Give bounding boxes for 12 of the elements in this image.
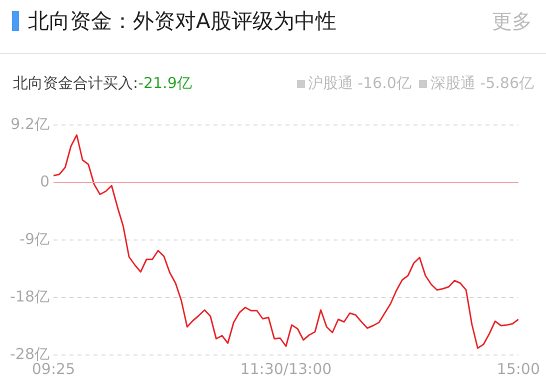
chart-title: 北向资金：外资对A股评级为中性	[28, 8, 336, 35]
chart-subtitle: 北向资金合计买入:	[13, 74, 138, 92]
y-tick-label: 9.2亿	[10, 114, 50, 133]
text: 沪股通 -16.0亿	[308, 74, 412, 93]
text: 更多	[492, 8, 532, 35]
x-tick-label: 11:30/13:00	[240, 360, 332, 378]
y-tick-label: -9亿	[20, 230, 50, 248]
y-tick-label: 0	[40, 172, 50, 190]
y-tick-label: -18亿	[10, 287, 50, 306]
text: 深股通 -5.86亿	[430, 74, 534, 93]
x-tick-label: 15:00	[496, 360, 540, 378]
text: -21.9亿	[138, 74, 192, 92]
